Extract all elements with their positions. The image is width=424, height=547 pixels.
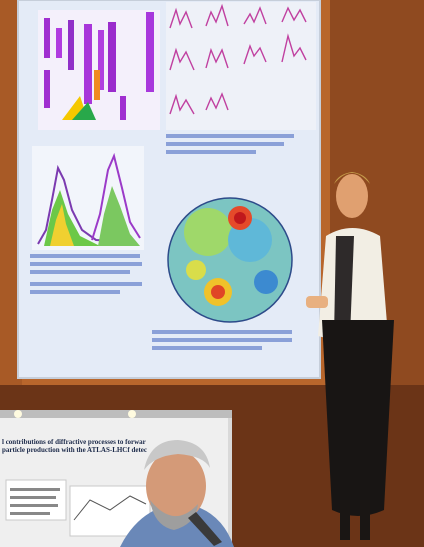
slide-grid-figure (38, 10, 160, 130)
wall-left-strip (0, 0, 22, 400)
slide-small-plots (166, 2, 316, 130)
man-in-foreground (120, 440, 234, 547)
slide-text-blocks (30, 134, 294, 350)
projection-screen (17, 0, 321, 379)
presenter (306, 172, 394, 540)
poster-title: l contributions of diffractive processes… (0, 438, 200, 494)
slide-histograms (32, 146, 144, 250)
poster-title-line-1: l contributions of diffractive processes… (2, 438, 146, 446)
slide-heatmap (167, 197, 293, 323)
poster-title-line-2: particle production with the ATLAS-LHCf … (2, 446, 147, 454)
